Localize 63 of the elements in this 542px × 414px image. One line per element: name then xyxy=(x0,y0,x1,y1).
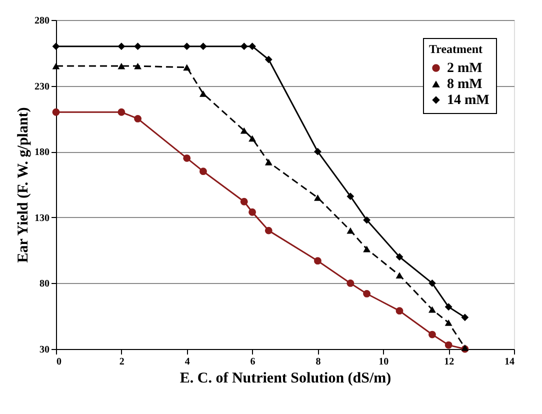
point xyxy=(52,62,60,70)
legend-label: 8 mM xyxy=(447,77,482,92)
point xyxy=(396,307,404,315)
point xyxy=(240,127,248,134)
point xyxy=(396,253,404,261)
point xyxy=(52,108,60,116)
x-tick-label: 4 xyxy=(184,356,190,368)
point xyxy=(428,330,436,338)
point xyxy=(461,314,469,322)
point xyxy=(428,279,436,287)
point xyxy=(183,42,191,50)
point xyxy=(314,257,322,265)
legend-title: Treatment xyxy=(429,42,483,56)
y-tick-label: 130 xyxy=(34,212,50,224)
point xyxy=(346,192,354,200)
point xyxy=(363,246,370,252)
legend-label: 14 mM xyxy=(447,93,490,108)
x-tick-label: 12 xyxy=(444,356,454,368)
y-tick-label: 230 xyxy=(34,81,50,92)
point xyxy=(248,135,256,142)
point xyxy=(264,56,272,64)
point xyxy=(396,272,404,279)
y-axis-title: Ear Yield (F. W. g/plant) xyxy=(16,107,32,263)
point xyxy=(52,42,60,50)
x-tick-label: 0 xyxy=(56,356,62,368)
point xyxy=(248,208,256,216)
point xyxy=(314,148,322,156)
x-tick-label: 14 xyxy=(504,356,514,368)
point xyxy=(118,42,126,50)
point xyxy=(264,158,272,166)
x-tick-label: 10 xyxy=(378,356,389,368)
point xyxy=(428,306,436,313)
x-tick-label: 2 xyxy=(119,356,124,368)
point xyxy=(134,42,142,50)
y-tick-label: 80 xyxy=(40,278,50,290)
point xyxy=(314,194,322,201)
point xyxy=(200,90,207,97)
y-tick-label: 30 xyxy=(40,344,50,356)
x-tick-label: 6 xyxy=(250,356,256,368)
point xyxy=(444,303,452,311)
point xyxy=(200,168,207,176)
point xyxy=(118,62,126,70)
point xyxy=(264,226,272,234)
x-axis-title: E. C. of Nutrient Solution (dS/m) xyxy=(180,370,392,386)
point xyxy=(134,115,142,122)
point xyxy=(183,64,191,71)
legend-label: 2 mM xyxy=(447,61,482,76)
point xyxy=(363,290,370,298)
point xyxy=(444,341,452,349)
point xyxy=(346,280,354,287)
point xyxy=(346,227,354,234)
x-tick-label: 8 xyxy=(316,356,321,368)
y-tick-label: 180 xyxy=(34,147,50,158)
point xyxy=(240,42,248,50)
point xyxy=(444,319,452,326)
point xyxy=(118,108,126,116)
point xyxy=(200,42,207,50)
point xyxy=(134,62,142,70)
point xyxy=(248,42,256,50)
point xyxy=(363,216,370,224)
point xyxy=(183,154,191,162)
point xyxy=(240,198,248,206)
y-tick-label: 280 xyxy=(34,16,50,26)
